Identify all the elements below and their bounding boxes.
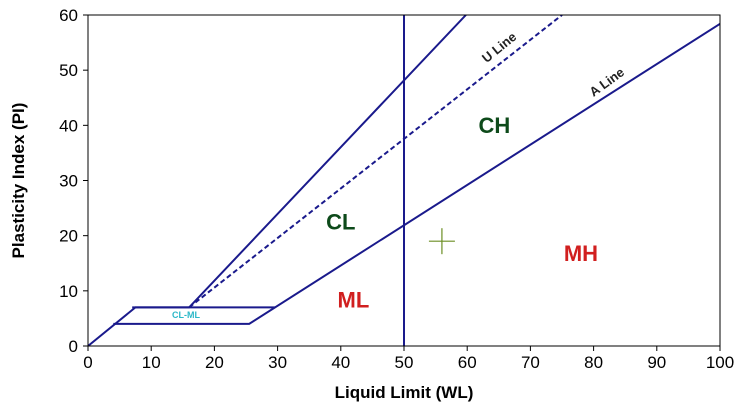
region-label-mh: MH <box>564 241 598 266</box>
labels-layer: U Line A Line CH CL MH ML CL-ML <box>172 29 627 320</box>
x-tick-label: 100 <box>706 353 734 372</box>
x-tick-label: 30 <box>268 353 287 372</box>
x-tick-label: 70 <box>521 353 540 372</box>
y-tick-label: 50 <box>59 61 78 80</box>
x-tick-label: 90 <box>647 353 666 372</box>
region-label-cl-ml: CL-ML <box>172 310 200 320</box>
region-label-ch: CH <box>478 113 510 138</box>
x-tick-label: 40 <box>331 353 350 372</box>
y-axis-title: Plasticity Index (PI) <box>9 103 28 259</box>
series-line-2 <box>113 22 720 325</box>
series-line-1 <box>188 15 563 309</box>
x-tick-label: 10 <box>142 353 161 372</box>
ticks-layer: 0 10 20 30 40 50 60 70 80 90 100 0 10 20 30 40 50 60 <box>59 6 734 372</box>
y-tick-label: 0 <box>69 337 78 356</box>
series-layer <box>88 15 720 346</box>
x-tick-label: 0 <box>83 353 92 372</box>
y-tick-label: 10 <box>59 282 78 301</box>
y-tick-label: 60 <box>59 6 78 25</box>
line-label-1: A Line <box>586 64 627 99</box>
region-label-cl: CL <box>326 209 355 234</box>
x-tick-label: 50 <box>395 353 414 372</box>
x-tick-label: 60 <box>458 353 477 372</box>
region-label-ml: ML <box>338 288 370 313</box>
line-label-0: U Line <box>479 29 519 66</box>
x-axis-title: Liquid Limit (WL) <box>335 383 474 402</box>
y-tick-label: 30 <box>59 172 78 191</box>
y-tick-label: 20 <box>59 227 78 246</box>
data-point-0 <box>428 228 455 255</box>
y-tick-label: 40 <box>59 116 78 135</box>
x-tick-label: 20 <box>205 353 224 372</box>
x-tick-label: 80 <box>584 353 603 372</box>
series-line-0 <box>88 15 467 346</box>
